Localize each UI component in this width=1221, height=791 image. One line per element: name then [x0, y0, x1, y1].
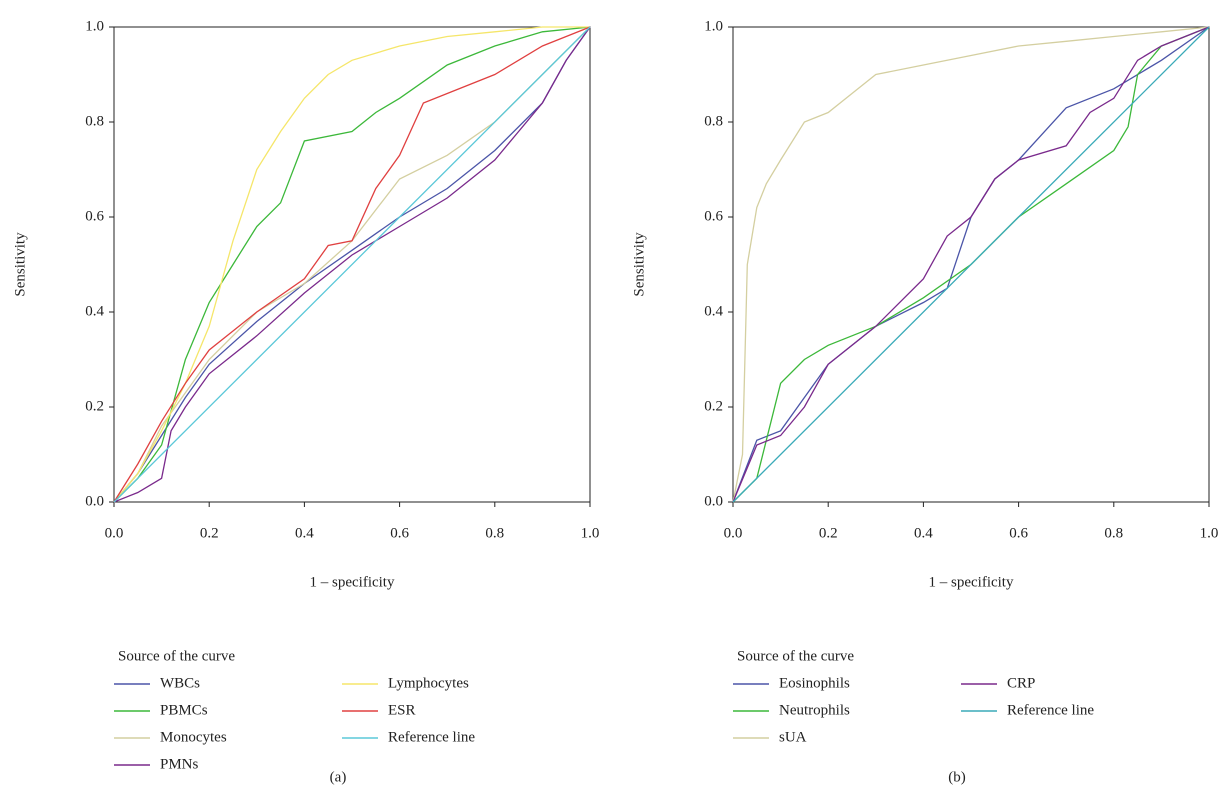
x-tick-label: 0.8: [1104, 525, 1123, 541]
legend-label: PBMCs: [160, 702, 208, 718]
x-tick-label: 0.2: [819, 525, 838, 541]
legend-label: ESR: [388, 702, 416, 718]
legend-title: Source of the curve: [118, 648, 235, 664]
legend-label: Monocytes: [160, 729, 227, 745]
y-tick-label: 0.6: [704, 208, 723, 224]
y-tick-label: 0.0: [704, 493, 723, 509]
y-tick-label: 0.8: [85, 113, 104, 129]
legend-label: Reference line: [1007, 702, 1094, 718]
plot-frame: [113, 26, 591, 503]
y-tick-label: 1.0: [704, 18, 723, 34]
y-tick-label: 0.4: [704, 303, 723, 319]
x-axis-label: 1 – specificity: [929, 574, 1014, 590]
y-tick-label: 0.4: [85, 303, 104, 319]
legend-label: Neutrophils: [779, 702, 850, 718]
roc-curve: [732, 26, 1210, 503]
x-tick-label: 0.4: [914, 525, 933, 541]
plot-frame: [732, 26, 1210, 503]
y-axis-label: Sensitivity: [631, 232, 647, 297]
legend-label: PMNs: [160, 756, 199, 772]
roc-curve: [113, 26, 590, 503]
panel-caption: (b): [948, 769, 966, 785]
x-tick-label: 1.0: [1200, 525, 1219, 541]
roc-curve: [113, 26, 591, 503]
legend-label: sUA: [779, 729, 807, 745]
legend-label: Lymphocytes: [388, 675, 469, 691]
legend-label: Eosinophils: [779, 675, 850, 691]
y-tick-label: 0.2: [704, 398, 723, 414]
legend-label: Reference line: [388, 729, 475, 745]
x-tick-label: 0.8: [485, 525, 504, 541]
x-tick-label: 1.0: [581, 525, 600, 541]
x-tick-label: 0.0: [724, 525, 743, 541]
roc-curve: [732, 26, 1210, 503]
y-tick-label: 1.0: [85, 18, 104, 34]
legend-label: WBCs: [160, 675, 200, 691]
roc-curve: [113, 26, 591, 503]
panel-caption: (a): [330, 769, 347, 785]
y-tick-label: 0.2: [85, 398, 104, 414]
y-tick-label: 0.0: [85, 493, 104, 509]
legend-label: CRP: [1007, 675, 1035, 691]
legend-title: Source of the curve: [737, 648, 854, 664]
y-axis-label: Sensitivity: [12, 232, 28, 297]
y-tick-label: 0.6: [85, 208, 104, 224]
roc-curve: [732, 26, 1210, 503]
x-axis-label: 1 – specificity: [310, 574, 395, 590]
x-tick-label: 0.6: [1009, 525, 1028, 541]
x-tick-label: 0.6: [390, 525, 409, 541]
y-tick-label: 0.8: [704, 113, 723, 129]
x-tick-label: 0.2: [200, 525, 219, 541]
roc-curve: [113, 26, 591, 503]
x-tick-label: 0.0: [105, 525, 124, 541]
x-tick-label: 0.4: [295, 525, 314, 541]
